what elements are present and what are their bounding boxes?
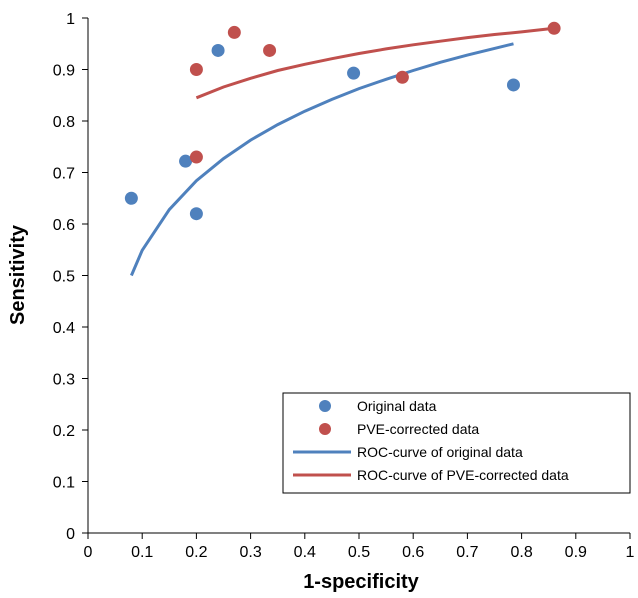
- y-tick-label: 0.1: [53, 475, 75, 492]
- x-tick-label: 0.5: [348, 544, 370, 561]
- data-point-series-1: [189, 150, 203, 164]
- legend-marker: [319, 400, 331, 412]
- x-tick-label: 0.3: [239, 544, 261, 561]
- x-tick-label: 0.9: [565, 544, 587, 561]
- y-axis-label: Sensitivity: [7, 224, 29, 325]
- y-tick-label: 0.8: [53, 114, 75, 131]
- y-tick-label: 0.2: [53, 423, 75, 440]
- x-tick-label: 0.7: [456, 544, 478, 561]
- y-tick-label: 0.3: [53, 372, 75, 389]
- y-tick-label: 0.9: [53, 63, 75, 80]
- y-tick-label: 0.5: [53, 269, 75, 286]
- x-tick-label: 0.6: [402, 544, 424, 561]
- y-tick-label: 0.6: [53, 217, 75, 234]
- x-tick-label: 0: [84, 544, 93, 561]
- data-point-series-1: [263, 43, 277, 57]
- data-point-series-0: [347, 66, 361, 80]
- data-point-series-0: [124, 191, 138, 205]
- y-tick-label: 0.7: [53, 166, 75, 183]
- x-axis-label: 1-specificity: [303, 571, 419, 593]
- data-point-series-0: [179, 154, 193, 168]
- y-tick-label: 0.4: [53, 320, 75, 337]
- x-tick-label: 0.1: [131, 544, 153, 561]
- x-tick-label: 0.2: [185, 544, 207, 561]
- plot-area: 0 0.1 0.2 0.3 0.4 0.5 0.6 0.7 0.8 0.9 1 0 0.1 0.2 0.3 0…: [53, 11, 635, 561]
- data-point-series-1: [227, 25, 241, 39]
- legend-label: PVE-corrected data: [357, 421, 479, 437]
- x-tick-label: 0.4: [294, 544, 316, 561]
- legend: Original data PVE-corrected data ROC-curve…: [282, 392, 631, 494]
- y-axis-title: Sensitivity: [7, 224, 29, 325]
- roc-curve-2: [130, 42, 514, 277]
- data-point-series-0: [189, 207, 203, 221]
- data-point-series-1: [547, 21, 561, 35]
- data-point-series-0: [211, 43, 225, 57]
- roc-curve-3: [195, 26, 555, 100]
- legend-marker: [319, 423, 331, 435]
- y-tick-label: 1: [66, 11, 75, 28]
- data-point-series-1: [189, 63, 203, 76]
- y-tick-label: 0: [66, 526, 75, 543]
- x-tick-label: 0.8: [510, 544, 532, 561]
- legend-label: Original data: [357, 398, 437, 414]
- data-point-series-1: [395, 70, 409, 84]
- legend-label: ROC-curve of original data: [357, 444, 523, 460]
- x-tick-label: 1: [626, 544, 635, 561]
- legend-label: ROC-curve of PVE-corrected data: [357, 467, 569, 483]
- data-point-series-0: [506, 78, 520, 92]
